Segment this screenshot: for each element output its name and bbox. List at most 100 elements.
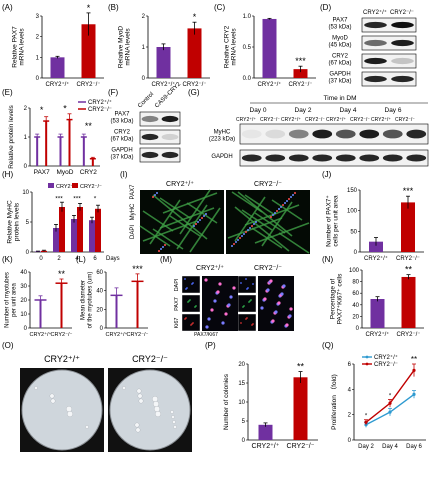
merge-nucleus xyxy=(216,290,220,294)
blot-row-label: MyoD (45 kDa) xyxy=(328,36,351,49)
blot-row-label: CRY2 (67 kDa) xyxy=(110,130,133,143)
blot-band xyxy=(406,154,427,162)
panel-letter-Q: (Q) xyxy=(322,341,334,350)
y-tick-label: 50 xyxy=(350,229,357,235)
myotube xyxy=(278,232,310,254)
blot-row-label: PAX7 (53 kDa) xyxy=(328,18,351,31)
blot-col-label: CRY2⁺/⁺ xyxy=(281,117,301,123)
y-axis-label: Relative PAX7mRNA levels xyxy=(11,26,25,68)
y-tick-label: 0 xyxy=(356,326,360,332)
blot-band xyxy=(141,133,159,141)
label-line: CRY2 xyxy=(332,54,349,60)
label-line: (67 kDa) xyxy=(328,60,351,66)
colony xyxy=(85,425,89,429)
panel-letter-P: (P) xyxy=(205,341,216,350)
y-tick-label: 0 xyxy=(242,438,246,444)
myotube xyxy=(237,191,293,237)
nucleus xyxy=(154,194,156,196)
y-tick-label: 0 xyxy=(26,250,30,256)
myotube xyxy=(234,206,290,252)
tile-nucleus xyxy=(192,282,194,284)
legend-label: CRY2⁺/⁺ xyxy=(374,354,398,361)
bar-A-0 xyxy=(50,57,65,78)
colony xyxy=(135,427,141,433)
blot-G-myhc xyxy=(239,123,429,145)
significance-mark: ** xyxy=(405,265,413,275)
legend-marker xyxy=(365,355,369,359)
blot-D-3 xyxy=(361,71,417,87)
myotube xyxy=(159,207,215,229)
colony xyxy=(154,406,160,412)
y-tick-label: 15 xyxy=(238,381,245,387)
nucleus xyxy=(241,235,243,237)
image-bg xyxy=(258,276,294,331)
y-tick-label: 20 xyxy=(352,314,359,320)
channel-tile xyxy=(181,313,201,332)
label-line: Mean diameter xyxy=(81,280,87,320)
blot-col-label: CRY2⁺/⁺ xyxy=(371,117,391,123)
nucleus xyxy=(164,244,166,246)
blot-band xyxy=(364,39,387,47)
blot-col-label: CRY2⁻/⁻ xyxy=(260,117,280,123)
y-tick-label: 3 xyxy=(36,14,40,20)
label-line: Relative MyHC xyxy=(6,200,13,244)
nucleus xyxy=(235,241,237,243)
nucleus xyxy=(288,198,290,200)
x-tick-label: CRY2⁻/⁻ xyxy=(289,82,313,88)
label-line: mRNA levels xyxy=(125,28,132,66)
nucleus xyxy=(286,200,288,202)
y-tick-label: 0 xyxy=(24,164,28,170)
merge-nucleus xyxy=(207,317,211,321)
legend-swatch xyxy=(48,183,54,188)
tile-nucleus xyxy=(192,322,194,324)
panel-letter-H: (H) xyxy=(2,170,13,179)
nucleus xyxy=(239,237,241,239)
plate-dish xyxy=(22,370,102,450)
nucleus xyxy=(197,221,199,223)
tile-nucleus xyxy=(195,305,197,307)
label-line: (223 kDa) xyxy=(209,136,235,142)
y-tick-label: 20 xyxy=(96,307,103,313)
channel-tile xyxy=(181,294,201,313)
nucleus xyxy=(160,248,162,250)
merge-nucleus xyxy=(218,282,222,286)
myotube xyxy=(189,207,221,253)
bar-N-1 xyxy=(401,276,416,328)
channel-label: MyHC xyxy=(130,203,136,220)
x-tick-label: CRY2⁺/⁺ xyxy=(106,331,128,338)
nucleus xyxy=(251,225,253,227)
nucleus xyxy=(292,194,294,196)
blot-band xyxy=(265,129,286,139)
nucleus xyxy=(193,225,195,227)
blot-G-gapdh xyxy=(239,149,429,167)
bar-N-0 xyxy=(370,299,385,328)
panel-letter-O: (O) xyxy=(2,341,14,350)
merge-image-ctrl xyxy=(202,276,238,331)
bar-H xyxy=(95,208,101,252)
merge-label: PAX7/Ki67 xyxy=(194,332,218,338)
myotube xyxy=(251,227,283,249)
y-tick-label: 0 xyxy=(24,326,28,332)
y-tick-label: 150 xyxy=(347,188,358,194)
merge-nucleus xyxy=(227,303,231,307)
blot-band xyxy=(335,129,356,139)
tile-nucleus xyxy=(185,317,187,319)
nucleus xyxy=(231,245,233,247)
blot-band xyxy=(335,154,356,162)
myotube xyxy=(231,191,263,213)
merge-nucleus xyxy=(229,295,233,299)
significance-mark: * xyxy=(94,195,97,202)
panel-letter-F: (F) xyxy=(108,88,119,97)
nucleus xyxy=(282,204,284,206)
x-tick-label: Day 2 xyxy=(358,444,374,450)
time-title: Time in DM xyxy=(324,95,357,102)
tile-nucleus xyxy=(245,278,247,280)
myotube xyxy=(241,209,273,231)
significance-mark: * xyxy=(365,414,368,420)
blot-row-label: PAX7 (53 kDa) xyxy=(110,112,133,125)
merge-nucleus xyxy=(280,292,284,296)
colony xyxy=(173,425,177,429)
y-tick-label: 60 xyxy=(352,291,359,297)
merge-nucleus xyxy=(263,297,267,301)
